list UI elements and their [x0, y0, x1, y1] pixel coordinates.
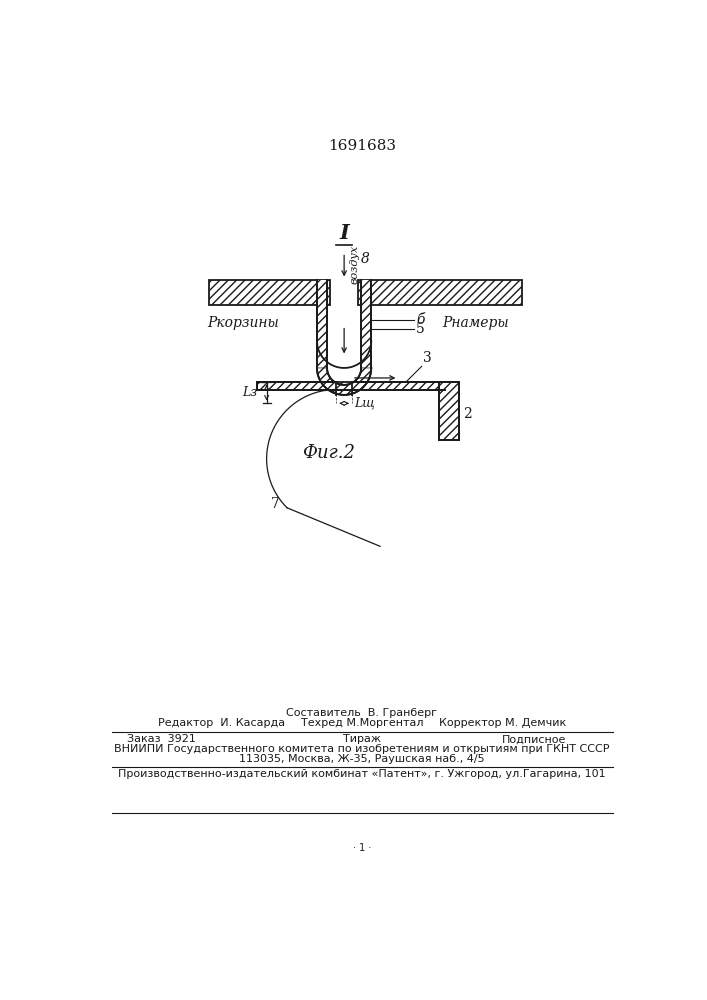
- Text: Производственно-издательский комбинат «Патент», г. Ужгород, ул.Гагарина, 101: Производственно-издательский комбинат «П…: [118, 769, 606, 779]
- Bar: [361, 280, 371, 368]
- Text: 1691683: 1691683: [328, 139, 396, 153]
- Text: Техред М.Моргентал: Техред М.Моргентал: [300, 718, 423, 728]
- Text: Тираж: Тираж: [343, 734, 381, 744]
- Text: Подписное: Подписное: [502, 734, 566, 744]
- Text: Рнамеры: Рнамеры: [443, 316, 509, 330]
- Text: Корректор М. Демчик: Корректор М. Демчик: [439, 718, 566, 728]
- Text: 8: 8: [361, 252, 370, 266]
- Bar: [358, 280, 522, 305]
- Text: 3: 3: [423, 351, 432, 365]
- Text: Заказ  3921: Заказ 3921: [127, 734, 196, 744]
- Text: Lщ: Lщ: [354, 397, 375, 410]
- Text: Lз: Lз: [243, 386, 257, 399]
- Bar: [257, 382, 445, 389]
- PathPatch shape: [317, 368, 371, 395]
- Text: I: I: [339, 223, 349, 243]
- Bar: [438, 382, 459, 440]
- Text: ВНИИПИ Государственного комитета по изобретениям и открытиям при ГКНТ СССР: ВНИИПИ Государственного комитета по изоб…: [115, 744, 609, 754]
- Text: · 1 ·: · 1 ·: [353, 843, 371, 853]
- Text: Составитель  В. Гранберг: Составитель В. Гранберг: [286, 708, 438, 718]
- Text: Ркорзины: Ркорзины: [207, 316, 279, 330]
- Text: 2: 2: [462, 407, 472, 421]
- Bar: [209, 280, 330, 305]
- Text: б: б: [416, 313, 425, 327]
- Text: Редактор  И. Касарда: Редактор И. Касарда: [158, 718, 285, 728]
- Text: 5: 5: [416, 322, 425, 336]
- Bar: [317, 280, 327, 368]
- Text: воздух: воздух: [349, 245, 360, 284]
- Text: Фиг.2: Фиг.2: [302, 444, 355, 462]
- Text: 113035, Москва, Ж-35, Раушская наб., 4/5: 113035, Москва, Ж-35, Раушская наб., 4/5: [239, 754, 485, 764]
- Text: 7: 7: [271, 497, 279, 511]
